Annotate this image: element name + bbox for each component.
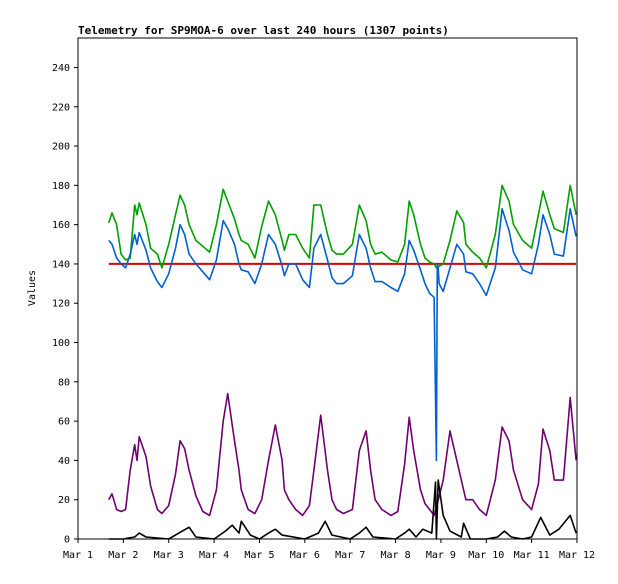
series-line-green (108, 184, 577, 269)
plot-frame (77, 37, 578, 540)
y-axis-ticks: 0 20 40 60 80 100 120 140 160 180 200 220 240 (52, 63, 78, 546)
series-line-purple (108, 392, 577, 517)
y-tick-label: 140 (52, 259, 70, 270)
y-tick-label: 240 (52, 63, 70, 74)
x-tick-label: Mar 2 (108, 550, 138, 561)
y-axis-label: Values (27, 270, 38, 306)
x-tick-label: Mar 10 (468, 550, 504, 561)
x-tick-label: Mar 11 (514, 550, 550, 561)
x-tick-label: Mar 6 (290, 550, 320, 561)
x-tick-label: Mar 3 (154, 550, 184, 561)
y-tick-label: 80 (58, 377, 70, 388)
y-tick-label: 0 (64, 535, 70, 546)
y-tick-label: 180 (52, 181, 70, 192)
chart-title: Telemetry for SP9MOA-6 over last 240 hou… (78, 24, 449, 37)
y-tick-label: 40 (58, 456, 70, 467)
x-tick-label: Mar 1 (63, 550, 93, 561)
y-tick-label: 20 (58, 495, 70, 506)
x-tick-label: Mar 9 (426, 550, 456, 561)
y-tick-label: 60 (58, 417, 70, 428)
x-tick-label: Mar 12 (559, 550, 595, 561)
y-tick-label: 160 (52, 220, 70, 231)
y-tick-label: 120 (52, 299, 70, 310)
y-tick-label: 100 (52, 338, 70, 349)
x-tick-label: Mar 5 (244, 550, 274, 561)
x-axis-ticks: Mar 1 Mar 2 Mar 3 Mar 4 Mar 5 Mar 6 Mar 7 Mar 8… (63, 539, 595, 561)
y-tick-label: 220 (52, 102, 70, 113)
y-tick-label: 200 (52, 142, 70, 153)
x-tick-label: Mar 7 (335, 550, 365, 561)
x-tick-label: Mar 8 (380, 550, 410, 561)
series-layer (108, 184, 577, 540)
x-tick-label: Mar 4 (199, 550, 229, 561)
series-line-blue (108, 208, 577, 462)
series-line-black (108, 479, 577, 540)
